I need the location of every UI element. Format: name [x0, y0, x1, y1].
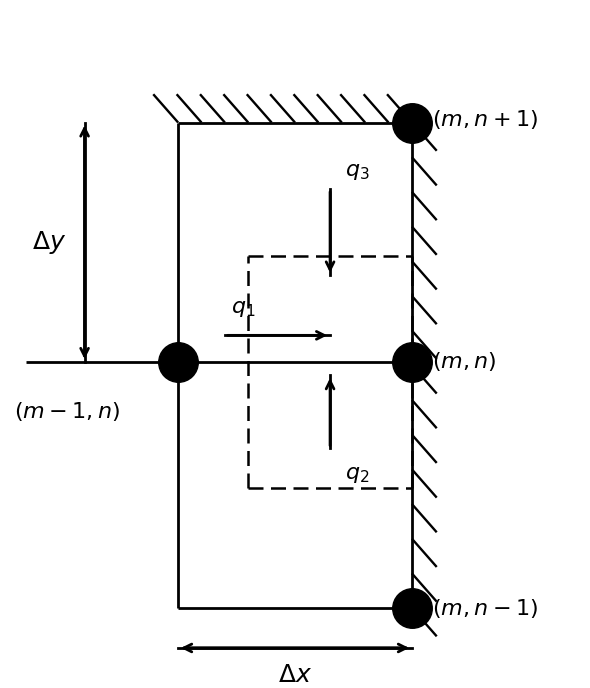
Point [173, 356, 183, 367]
Point [407, 356, 417, 367]
Text: $q_1$: $q_1$ [231, 299, 255, 319]
Text: $q_2$: $q_2$ [345, 465, 369, 485]
Point [407, 117, 417, 128]
Text: $(m, n+1)$: $(m, n+1)$ [432, 108, 539, 131]
Text: $(m, n-1)$: $(m, n-1)$ [432, 596, 539, 620]
Text: $\Delta x$: $\Delta x$ [278, 663, 312, 687]
Text: $(m, n)$: $(m, n)$ [432, 350, 497, 374]
Text: $\Delta y$: $\Delta y$ [32, 228, 67, 256]
Text: $(m-1, n)$: $(m-1, n)$ [15, 400, 120, 423]
Point [407, 603, 417, 614]
Text: $q_3$: $q_3$ [345, 162, 369, 182]
